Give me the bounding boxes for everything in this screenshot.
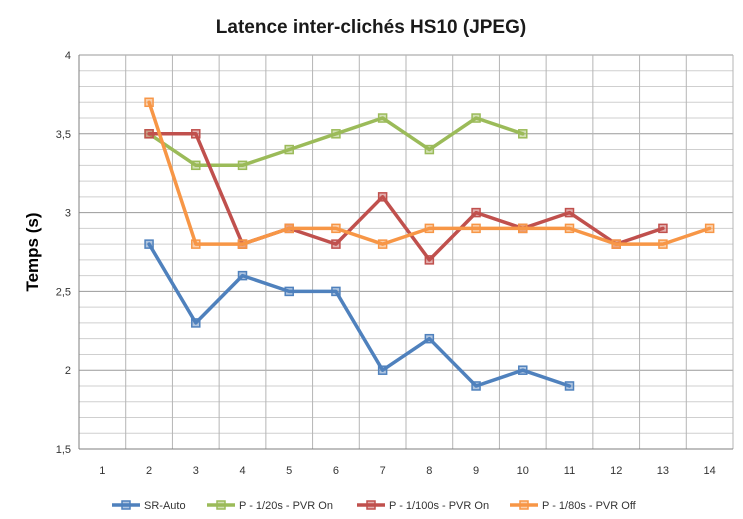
x-tick-label: 8 — [426, 465, 432, 477]
data-point — [237, 239, 248, 249]
data-point — [471, 223, 481, 234]
legend-item: P - 1/100s - PVR On — [357, 500, 489, 512]
x-tick-label: 10 — [517, 465, 529, 477]
data-point — [424, 144, 435, 155]
y-tick-label: 3 — [65, 208, 71, 220]
x-tick-label: 1 — [99, 465, 105, 477]
data-point — [144, 129, 154, 139]
legend-marker — [216, 500, 226, 510]
y-tick-label: 2 — [65, 365, 71, 377]
legend-label: P - 1/20s - PVR On — [239, 500, 333, 512]
series-line — [147, 242, 572, 388]
data-point — [471, 113, 481, 123]
y-tick-label: 1,5 — [56, 444, 71, 456]
series-1 — [144, 239, 575, 391]
data-point — [377, 113, 388, 123]
data-point — [237, 270, 248, 281]
data-point — [471, 381, 481, 391]
legend-label: P - 1/80s - PVR Off — [542, 500, 637, 512]
data-point — [377, 239, 388, 249]
data-point — [424, 255, 435, 265]
legend: SR-Auto P - 1/20s - PVR On P - 1/100s - PV… — [112, 500, 637, 512]
legend-item: P - 1/20s - PVR On — [207, 500, 333, 512]
data-point — [564, 223, 575, 234]
x-tick-label: 11 — [564, 465, 575, 477]
series-line — [147, 116, 525, 168]
data-point — [144, 97, 154, 108]
data-point — [144, 239, 154, 249]
series-group — [144, 97, 715, 391]
series-line — [147, 100, 712, 246]
data-point — [331, 129, 341, 139]
data-point — [564, 381, 575, 391]
legend-label: P - 1/100s - PVR On — [389, 500, 489, 512]
x-tick-label: 13 — [657, 465, 669, 477]
data-point — [424, 223, 435, 234]
chart-title: Latence inter-clichés HS10 (JPEG) — [216, 17, 526, 38]
data-point — [284, 223, 294, 234]
legend-marker — [366, 500, 376, 510]
y-tick-label: 3,5 — [56, 129, 71, 141]
data-point — [611, 239, 621, 249]
axes — [78, 55, 733, 450]
x-tick-label: 12 — [610, 465, 622, 477]
x-tick-labels: 1 2 3 4 5 6 7 8 9 10 11 12 13 14 — [99, 465, 715, 477]
x-tick-label: 14 — [704, 465, 716, 477]
data-point — [377, 192, 388, 202]
series-2 — [144, 113, 528, 171]
data-point — [377, 365, 388, 375]
legend-item: P - 1/80s - PVR Off — [510, 500, 637, 512]
data-point — [564, 207, 575, 218]
data-point — [331, 223, 341, 234]
data-point — [191, 239, 201, 249]
legend-label: SR-Auto — [144, 500, 186, 512]
data-point — [704, 223, 715, 234]
data-point — [424, 333, 435, 344]
x-tick-label: 6 — [333, 465, 339, 477]
data-point — [284, 286, 294, 297]
data-point — [237, 160, 248, 171]
data-point — [518, 129, 528, 139]
grid — [78, 54, 734, 450]
data-point — [471, 207, 481, 218]
series-line — [147, 132, 665, 262]
data-point — [331, 239, 341, 249]
data-point — [191, 160, 201, 171]
data-point — [658, 239, 668, 249]
legend-item: SR-Auto — [112, 500, 186, 512]
x-tick-label: 9 — [473, 465, 479, 477]
data-point — [331, 286, 341, 297]
x-tick-label: 7 — [380, 465, 386, 477]
y-tick-labels: 1,5 2 2,5 3 3,5 4 — [56, 50, 71, 456]
legend-marker — [519, 500, 529, 510]
data-point — [518, 223, 528, 234]
data-point — [658, 223, 668, 234]
data-point — [518, 365, 528, 375]
x-tick-label: 5 — [286, 465, 292, 477]
data-point — [284, 144, 294, 155]
legend-marker — [121, 500, 131, 510]
y-tick-label: 2,5 — [56, 286, 71, 298]
series-4 — [144, 97, 715, 249]
data-point — [191, 129, 201, 139]
y-tick-label: 4 — [65, 50, 71, 62]
y-axis-label: Temps (s) — [23, 212, 42, 291]
x-tick-label: 2 — [146, 465, 152, 477]
x-tick-label: 3 — [193, 465, 199, 477]
data-point — [191, 318, 201, 328]
x-tick-label: 4 — [239, 465, 245, 477]
